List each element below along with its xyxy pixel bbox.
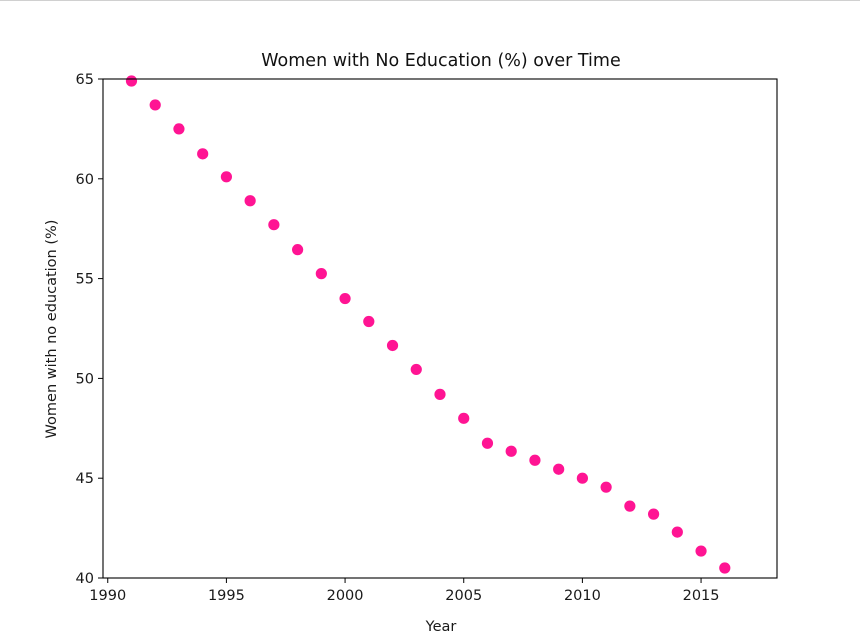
data-point <box>244 195 256 207</box>
x-tick-label: 2010 <box>564 588 601 604</box>
data-points <box>125 75 731 574</box>
data-point <box>434 388 446 400</box>
chart-title: Women with No Education (%) over Time <box>261 51 620 71</box>
data-point <box>647 508 660 520</box>
data-point <box>553 463 565 475</box>
y-tick-label: 50 <box>76 371 94 387</box>
data-point <box>292 244 304 256</box>
data-point <box>695 545 707 557</box>
y-axis-label: Women with no education (%) <box>44 220 60 439</box>
x-tick-label: 2015 <box>683 588 720 604</box>
data-point <box>458 412 470 424</box>
data-point <box>197 148 209 160</box>
y-axis-ticks: 40 45 50 55 60 65 <box>76 72 103 587</box>
data-point <box>339 292 351 305</box>
x-tick-label: 2000 <box>327 588 364 604</box>
data-point <box>125 75 138 87</box>
data-point <box>529 454 541 466</box>
data-point <box>410 363 422 376</box>
data-point <box>505 445 517 457</box>
data-point <box>220 171 233 183</box>
data-point <box>671 526 683 538</box>
x-tick-label: 1995 <box>208 588 245 604</box>
data-point <box>268 219 280 231</box>
x-tick-label: 1990 <box>89 588 126 604</box>
data-point <box>315 268 327 280</box>
y-tick-label: 60 <box>76 172 94 188</box>
y-tick-label: 45 <box>76 471 94 487</box>
plot-frame <box>102 78 778 579</box>
y-tick-label: 65 <box>76 72 94 88</box>
data-point <box>576 472 588 484</box>
x-axis-ticks: 1990 1995 2000 2005 2010 2015 <box>89 578 720 604</box>
data-point <box>481 437 494 449</box>
top-border-line <box>0 0 860 1</box>
data-point <box>600 481 612 493</box>
x-axis-label: Year <box>425 619 457 635</box>
data-point <box>386 339 399 352</box>
data-point <box>173 123 185 135</box>
data-point <box>624 500 636 512</box>
data-point <box>149 99 161 111</box>
data-point <box>363 315 375 328</box>
y-tick-label: 55 <box>76 272 94 288</box>
x-tick-label: 2005 <box>445 588 482 604</box>
y-tick-label: 40 <box>76 571 94 587</box>
data-point <box>719 562 731 574</box>
